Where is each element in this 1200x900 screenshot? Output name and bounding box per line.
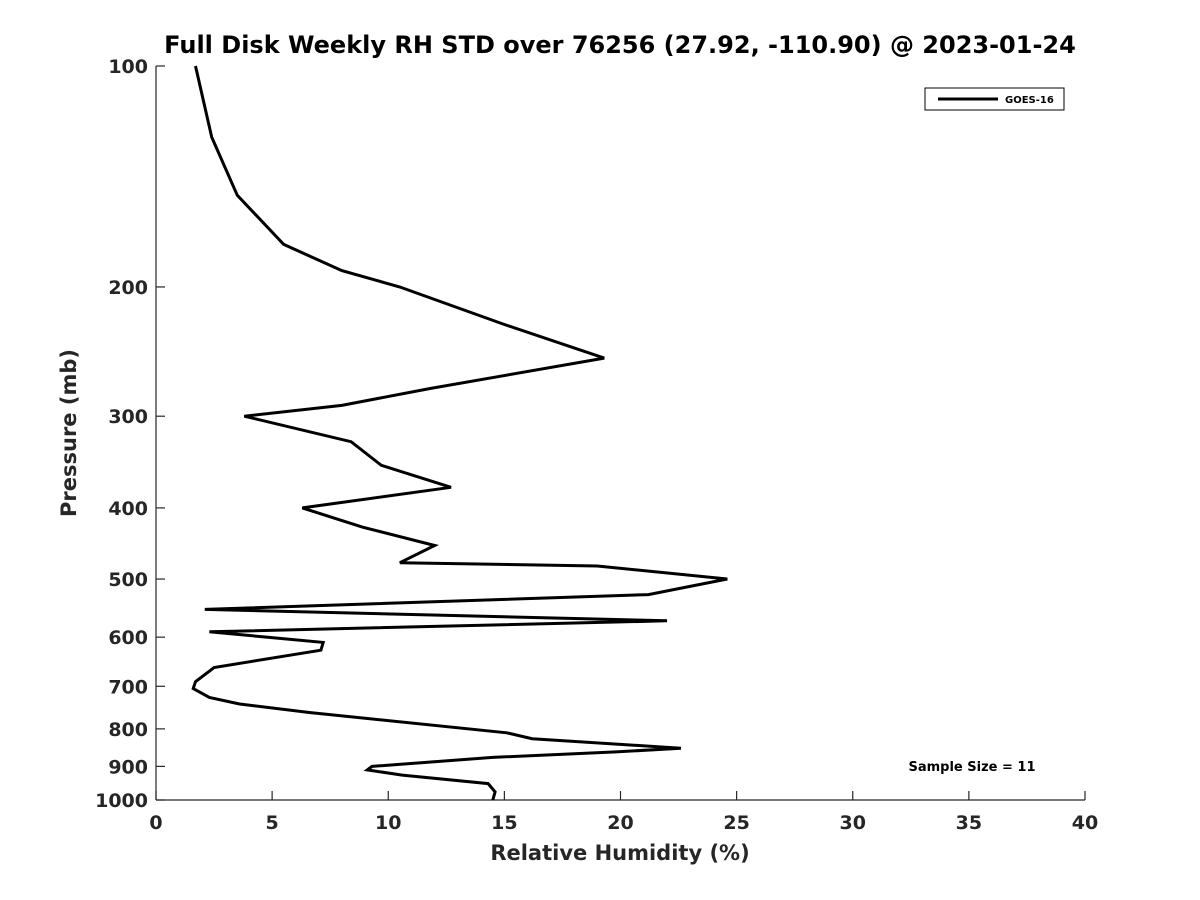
chart-title: Full Disk Weekly RH STD over 76256 (27.9… (164, 31, 1076, 59)
x-ticks: 0 5 10 15 20 25 30 35 40 (149, 791, 1098, 834)
x-tick-label: 10 (375, 812, 401, 834)
y-tick-label: 900 (108, 756, 148, 778)
y-tick-label: 700 (108, 676, 148, 698)
y-tick-label: 400 (108, 498, 148, 520)
x-tick-label: 30 (840, 812, 866, 834)
x-tick-label: 5 (266, 812, 279, 834)
axes (155, 66, 1085, 801)
y-tick-label: 300 (108, 406, 148, 428)
y-ticks: 100 200 300 400 500 600 700 800 900 1000 (95, 56, 165, 812)
x-tick-label: 20 (607, 812, 633, 834)
x-tick-label: 35 (956, 812, 982, 834)
legend: GOES-16 (924, 87, 1065, 111)
y-tick-label: 1000 (95, 790, 148, 812)
x-tick-label: 25 (723, 812, 749, 834)
y-tick-label: 200 (108, 277, 148, 299)
y-tick-label: 100 (108, 56, 148, 78)
legend-label: GOES-16 (1005, 95, 1054, 106)
x-axis-label: Relative Humidity (%) (490, 841, 749, 865)
x-tick-label: 15 (491, 812, 517, 834)
sample-size-annotation: Sample Size = 11 (908, 760, 1035, 775)
y-tick-label: 500 (108, 569, 148, 591)
series-layer (191, 65, 728, 801)
x-tick-label: 0 (149, 812, 162, 834)
series-line-goes-16 (191, 65, 728, 801)
y-tick-label: 800 (108, 719, 148, 741)
y-tick-label: 600 (108, 627, 148, 649)
y-axis-label: Pressure (mb) (57, 349, 81, 517)
x-tick-label: 40 (1072, 812, 1098, 834)
